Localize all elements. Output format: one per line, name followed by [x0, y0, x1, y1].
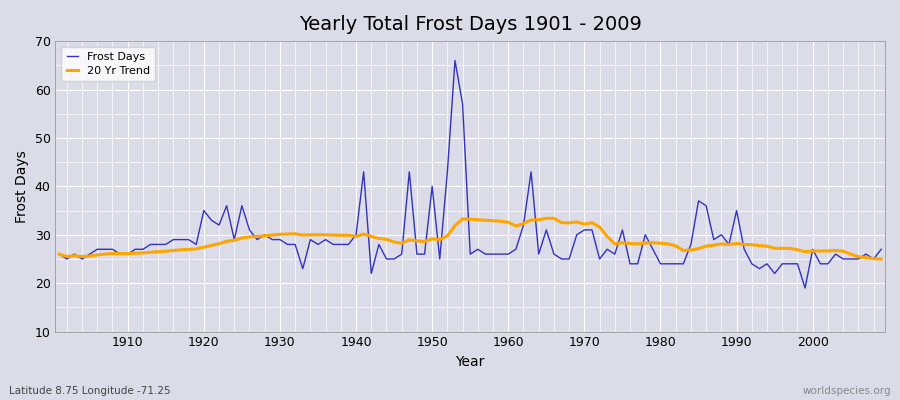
Frost Days	[800, 286, 811, 290]
20 Yr Trend	[114, 251, 125, 256]
Frost Days	[876, 247, 886, 252]
Frost Days	[282, 242, 292, 247]
Y-axis label: Frost Days: Frost Days	[15, 150, 29, 223]
20 Yr Trend	[495, 219, 506, 224]
Frost Days	[54, 252, 65, 256]
20 Yr Trend	[602, 234, 613, 239]
X-axis label: Year: Year	[455, 355, 485, 369]
Text: worldspecies.org: worldspecies.org	[803, 386, 891, 396]
20 Yr Trend	[54, 252, 65, 256]
Title: Yearly Total Frost Days 1901 - 2009: Yearly Total Frost Days 1901 - 2009	[299, 15, 642, 34]
20 Yr Trend	[503, 220, 514, 224]
Frost Days	[450, 58, 461, 63]
Line: Frost Days: Frost Days	[59, 60, 881, 288]
Frost Days	[602, 247, 613, 252]
20 Yr Trend	[328, 233, 338, 238]
Frost Days	[510, 247, 521, 252]
Frost Days	[114, 252, 125, 256]
Frost Days	[503, 252, 514, 256]
Legend: Frost Days, 20 Yr Trend: Frost Days, 20 Yr Trend	[61, 47, 155, 81]
Frost Days	[328, 242, 338, 247]
Line: 20 Yr Trend: 20 Yr Trend	[59, 218, 881, 259]
Text: Latitude 8.75 Longitude -71.25: Latitude 8.75 Longitude -71.25	[9, 386, 171, 396]
20 Yr Trend	[876, 256, 886, 261]
20 Yr Trend	[541, 216, 552, 221]
20 Yr Trend	[282, 232, 292, 236]
